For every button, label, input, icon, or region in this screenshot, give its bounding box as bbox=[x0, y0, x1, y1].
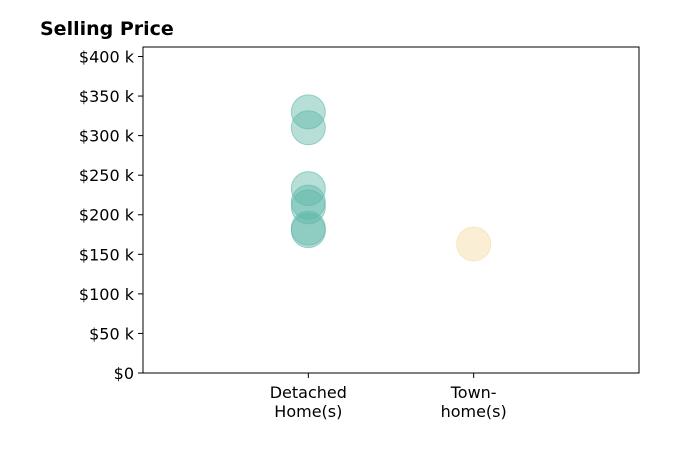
y-tick-label: $300 k bbox=[79, 127, 135, 146]
data-point bbox=[456, 226, 492, 262]
y-axis: $0 $50 k $100 k $150 k $200 k $250 k $300 k $35… bbox=[79, 47, 143, 383]
x-tick-label: Home(s) bbox=[274, 402, 342, 421]
data-point bbox=[290, 94, 326, 130]
plot-points bbox=[290, 94, 492, 262]
y-tick-label: $350 k bbox=[79, 87, 135, 106]
y-tick-label: $100 k bbox=[79, 285, 135, 304]
data-point bbox=[290, 171, 326, 207]
plot-area-frame bbox=[142, 46, 640, 374]
data-point bbox=[290, 110, 326, 146]
x-tick-label: Town- bbox=[450, 383, 497, 402]
data-point bbox=[290, 184, 326, 220]
y-tick-label: $200 k bbox=[79, 206, 135, 225]
y-tick-label: $50 k bbox=[89, 324, 135, 343]
x-tick-label: Detached bbox=[270, 383, 347, 402]
x-tick-label: home(s) bbox=[441, 402, 507, 421]
y-tick-label: $400 k bbox=[79, 47, 135, 66]
y-tick-label: $250 k bbox=[79, 166, 135, 185]
y-tick-label: $0 bbox=[114, 364, 134, 383]
chart-title: Selling Price bbox=[40, 18, 174, 40]
data-point bbox=[290, 213, 326, 249]
y-tick-label: $150 k bbox=[79, 245, 135, 264]
